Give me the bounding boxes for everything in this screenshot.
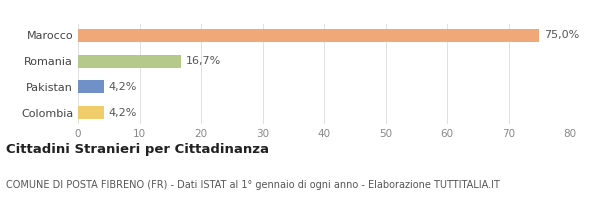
Bar (78, 29, 539, 42)
Text: 16,7%: 16,7% (185, 56, 221, 66)
Text: 4,2%: 4,2% (109, 108, 137, 118)
Text: COMUNE DI POSTA FIBRENO (FR) - Dati ISTAT al 1° gennaio di ogni anno - Elaborazi: COMUNE DI POSTA FIBRENO (FR) - Dati ISTA… (6, 180, 500, 190)
Bar (78, 106, 104, 119)
Text: Cittadini Stranieri per Cittadinanza: Cittadini Stranieri per Cittadinanza (6, 143, 269, 156)
Bar (78, 55, 181, 68)
Text: 4,2%: 4,2% (109, 82, 137, 92)
Bar (78, 80, 104, 93)
Text: 75,0%: 75,0% (544, 30, 580, 40)
